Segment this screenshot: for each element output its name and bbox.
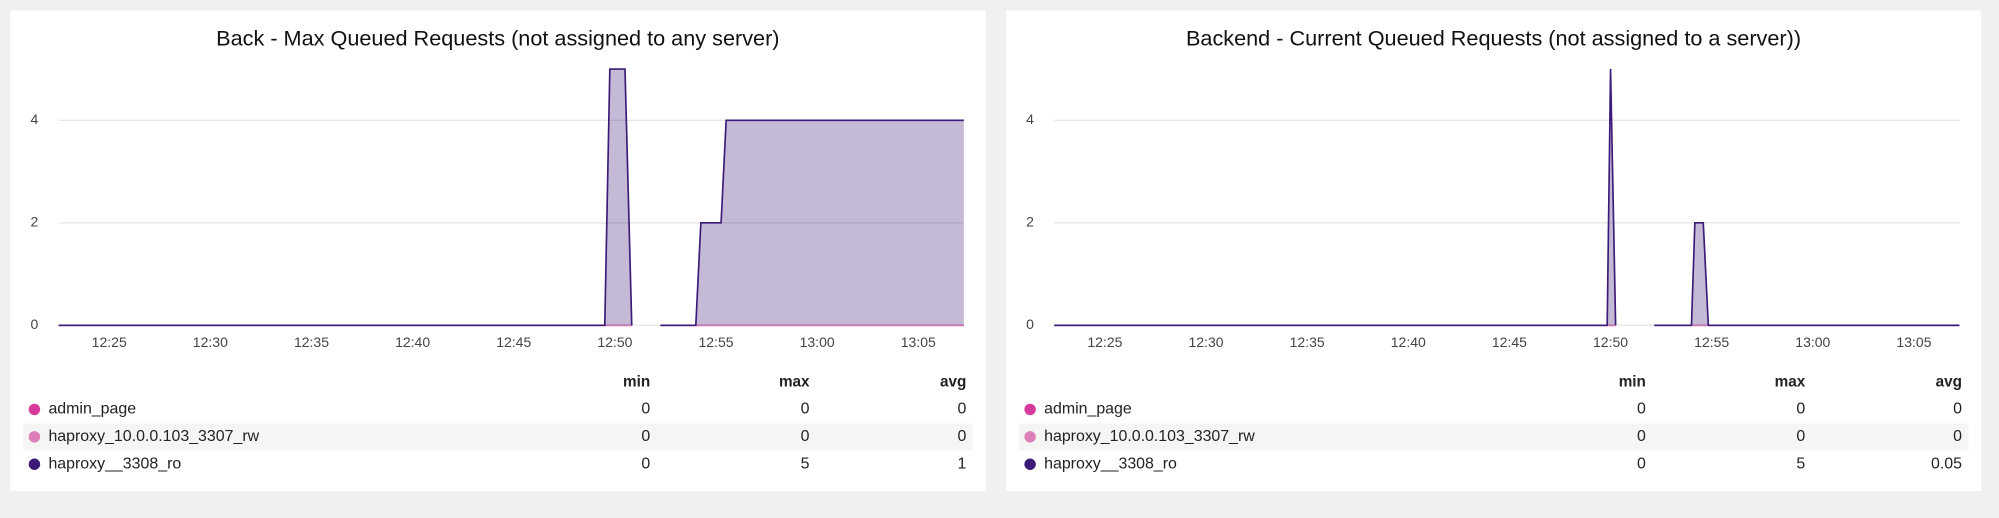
legend-stat: 0 (641, 428, 650, 445)
legend-entry[interactable]: haproxy_10.0.0.103_3307_rw (48, 428, 259, 445)
legend-entry[interactable]: admin_page (1044, 401, 1132, 418)
y-tick-label: 4 (1026, 111, 1034, 127)
x-tick-label: 12:35 (1290, 334, 1325, 350)
chart-title: Back - Max Queued Requests (not assigned… (216, 25, 779, 50)
y-tick-label: 2 (1026, 214, 1034, 230)
legend-stat: 0 (641, 401, 650, 418)
chart-title: Backend - Current Queued Requests (not a… (1186, 25, 1801, 50)
x-tick-label: 12:25 (1087, 334, 1122, 350)
x-tick-label: 12:45 (496, 334, 531, 350)
legend-swatch (28, 403, 41, 416)
y-tick-label: 2 (30, 214, 38, 230)
legend-swatch (1024, 458, 1036, 470)
legend-stat: 0 (1637, 455, 1646, 472)
legend-header: min (1619, 374, 1646, 391)
legend-stat: 0 (1953, 428, 1962, 445)
legend-stat: 0 (641, 455, 650, 472)
legend-stat: 0 (1796, 401, 1805, 418)
legend-row-bg (22, 423, 973, 451)
x-tick-label: 12:30 (1188, 334, 1223, 350)
legend-stat: 0 (1637, 428, 1646, 445)
legend-entry[interactable]: haproxy__3308_ro (48, 455, 181, 472)
x-tick-label: 12:25 (92, 334, 127, 350)
area-fill (58, 69, 964, 326)
legend-swatch (28, 458, 41, 470)
legend-stat: 0 (957, 428, 966, 445)
legend-stat: 0 (801, 401, 810, 418)
x-tick-label: 13:05 (1896, 334, 1931, 350)
legend-stat: 0 (957, 401, 966, 418)
legend-header: min (623, 374, 650, 391)
legend-stat: 0 (1637, 401, 1646, 418)
panel (1005, 10, 1982, 492)
x-tick-label: 12:55 (1694, 334, 1729, 350)
legend-entry[interactable]: haproxy__3308_ro (1044, 455, 1177, 472)
legend-entry[interactable]: admin_page (48, 401, 136, 418)
legend-stat: 5 (1796, 455, 1805, 472)
legend-stat: 0 (1953, 401, 1962, 418)
x-tick-label: 12:50 (1593, 334, 1628, 350)
legend-header: avg (940, 374, 966, 391)
legend-stat: 5 (801, 455, 810, 472)
x-tick-label: 13:05 (901, 334, 936, 350)
x-tick-label: 12:40 (1391, 334, 1426, 350)
series-line (58, 68, 964, 327)
legend-stat: 0 (801, 428, 810, 445)
legend-header: avg (1936, 374, 1962, 391)
x-tick-label: 12:40 (395, 334, 430, 350)
panel (10, 10, 986, 492)
legend-stat: 0.05 (1931, 455, 1962, 472)
x-tick-label: 12:30 (193, 334, 228, 350)
legend-swatch (28, 431, 41, 443)
legend-header: max (1775, 374, 1806, 391)
legend-entry[interactable]: haproxy_10.0.0.103_3307_rw (1044, 428, 1255, 445)
legend-row-bg (1018, 423, 1969, 451)
x-tick-label: 12:35 (294, 334, 329, 350)
x-tick-label: 13:00 (1795, 334, 1830, 350)
y-tick-label: 0 (1026, 316, 1034, 332)
legend-swatch (1024, 403, 1036, 416)
x-tick-label: 12:45 (1492, 334, 1527, 350)
y-tick-label: 4 (30, 111, 38, 127)
series-line (1054, 69, 1960, 327)
legend-header: max (779, 374, 810, 391)
legend-swatch (1024, 431, 1036, 443)
legend-stat: 1 (957, 455, 966, 472)
x-tick-label: 13:00 (800, 334, 835, 350)
y-tick-label: 0 (30, 316, 38, 332)
x-tick-label: 12:55 (698, 334, 733, 350)
legend-stat: 0 (1796, 428, 1805, 445)
x-tick-label: 12:50 (597, 334, 632, 350)
